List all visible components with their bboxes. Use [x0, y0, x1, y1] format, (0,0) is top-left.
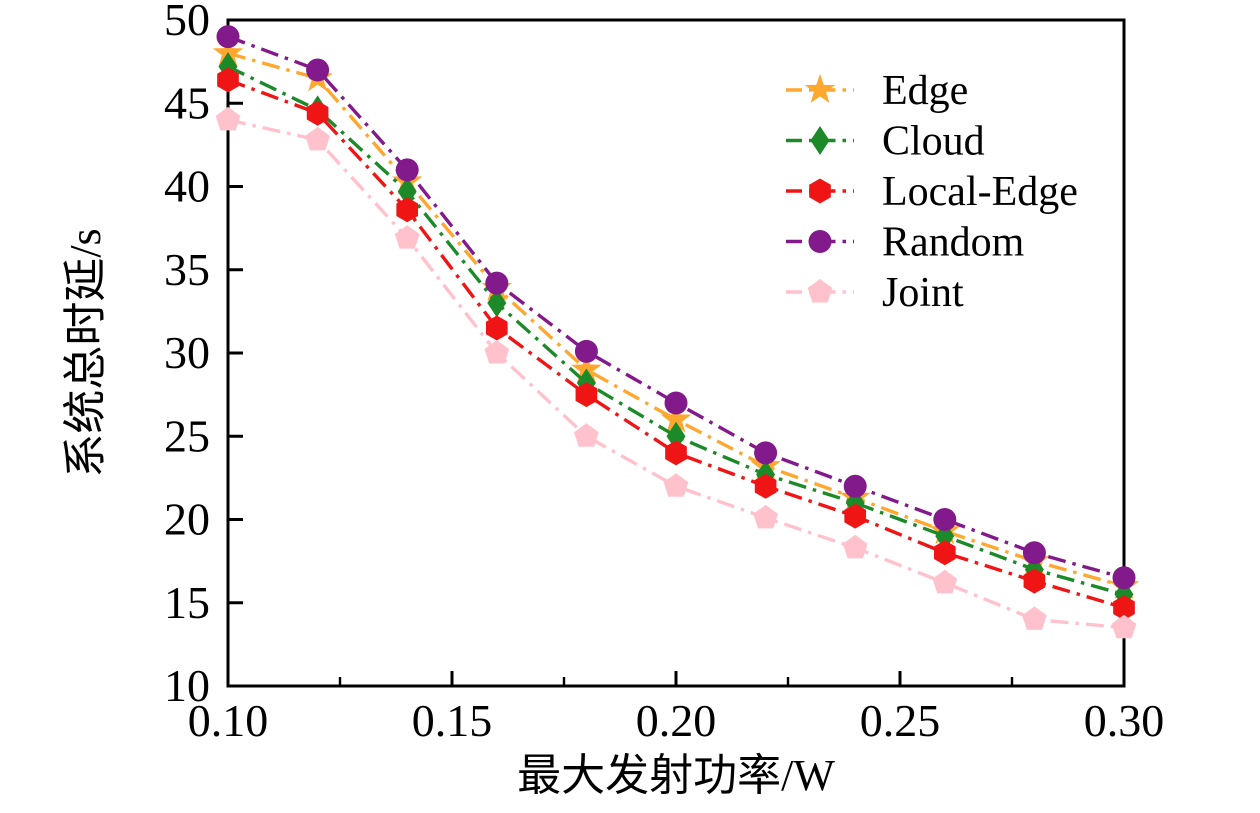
x-axis-tick-label: 0.10: [188, 695, 269, 746]
legend-label-edge: Edge: [882, 68, 968, 114]
series-marker-joint: [574, 423, 599, 447]
legend-marker-random: [808, 230, 832, 253]
legend-marker-edge: [804, 74, 836, 103]
y-axis-tick-label: 45: [164, 77, 210, 128]
series-marker-random: [485, 271, 509, 295]
legend-marker-joint: [807, 279, 833, 303]
series-marker-local-edge: [1023, 568, 1046, 594]
x-axis-tick-label: 0.20: [636, 695, 717, 746]
series-marker-local-edge: [396, 197, 419, 223]
series-line-cloud: [227, 65, 1125, 597]
y-axis-tick-label: 20: [164, 494, 210, 545]
series-marker-local-edge: [844, 503, 867, 529]
series-marker-random: [664, 391, 688, 415]
series-marker-local-edge: [485, 315, 508, 341]
y-axis-tick-label: 40: [164, 161, 210, 212]
series-marker-joint: [663, 473, 689, 497]
x-axis-tick-label: 0.30: [1084, 695, 1165, 746]
series-marker-local-edge: [754, 473, 777, 499]
x-axis-tick-label: 0.15: [412, 695, 493, 746]
series-marker-random: [843, 474, 867, 498]
series-marker-random: [1022, 541, 1046, 565]
series-marker-joint: [753, 504, 778, 529]
series-marker-joint: [484, 340, 510, 364]
series-marker-random: [395, 158, 419, 182]
series-marker-local-edge: [665, 440, 687, 466]
series-line-edge: [227, 51, 1125, 588]
series-marker-joint: [842, 534, 868, 559]
series-marker-edge: [212, 37, 244, 67]
legend-label-cloud: Cloud: [882, 119, 985, 165]
y-axis-tick-label: 50: [164, 0, 210, 45]
legend-marker-cloud: [810, 126, 830, 155]
series-marker-joint: [1022, 606, 1047, 630]
y-axis-tick-label: 25: [164, 410, 210, 461]
legend-label-joint: Joint: [882, 270, 964, 316]
series-marker-random: [754, 441, 778, 465]
series-marker-local-edge: [933, 540, 956, 566]
y-axis-tick-label: 10: [164, 660, 210, 711]
series-marker-random: [1112, 566, 1136, 590]
legend-label-local-edge: Local-Edge: [882, 169, 1078, 215]
legend-label-random: Random: [882, 220, 1025, 266]
series-marker-joint: [305, 126, 330, 151]
x-axis-tick-label: 0.25: [860, 695, 941, 746]
series-marker-cloud: [487, 288, 507, 318]
series-marker-joint: [1111, 614, 1137, 639]
series-marker-local-edge: [217, 67, 239, 93]
series-marker-local-edge: [575, 382, 598, 408]
y-axis-tick-label: 15: [164, 577, 210, 628]
series-marker-random: [574, 339, 598, 363]
series-marker-random: [933, 508, 957, 531]
series-marker-edge: [660, 403, 692, 433]
y-axis-tick-label: 35: [164, 244, 210, 295]
series-marker-joint: [932, 569, 958, 594]
series-line-random: [227, 35, 1125, 580]
x-axis-title: 最大发射功率/W: [517, 751, 835, 800]
series-marker-random: [216, 25, 240, 49]
y-axis-title: 系统总时延/s: [61, 228, 110, 477]
series-marker-edge: [571, 353, 602, 383]
series-marker-local-edge: [306, 100, 329, 126]
series-marker-local-edge: [1113, 595, 1135, 621]
series-marker-random: [306, 58, 330, 82]
series-marker-cloud: [397, 176, 417, 206]
series-marker-joint: [215, 106, 241, 131]
series-marker-joint: [394, 225, 420, 249]
legend-marker-local-edge: [809, 178, 831, 204]
y-axis-tick-label: 30: [164, 327, 210, 378]
